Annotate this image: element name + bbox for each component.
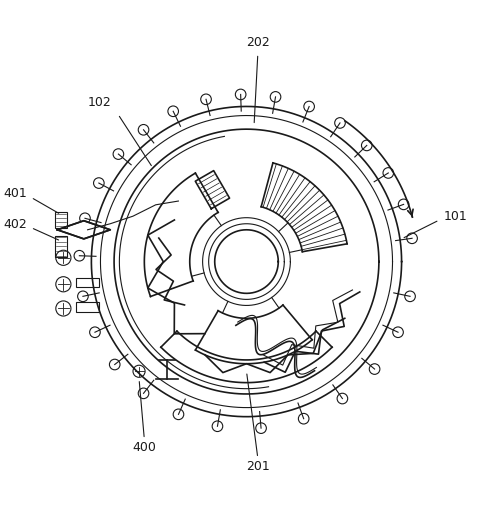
Text: 400: 400 xyxy=(132,441,156,454)
Polygon shape xyxy=(57,220,110,239)
Text: 401: 401 xyxy=(4,187,27,200)
Text: 202: 202 xyxy=(246,36,270,49)
Text: 201: 201 xyxy=(246,460,270,472)
Text: 102: 102 xyxy=(88,97,111,109)
Bar xyxy=(76,302,99,311)
Bar xyxy=(55,212,67,228)
Text: 101: 101 xyxy=(443,210,467,223)
Text: 402: 402 xyxy=(4,217,27,231)
Bar xyxy=(76,278,99,288)
Bar xyxy=(55,236,67,257)
